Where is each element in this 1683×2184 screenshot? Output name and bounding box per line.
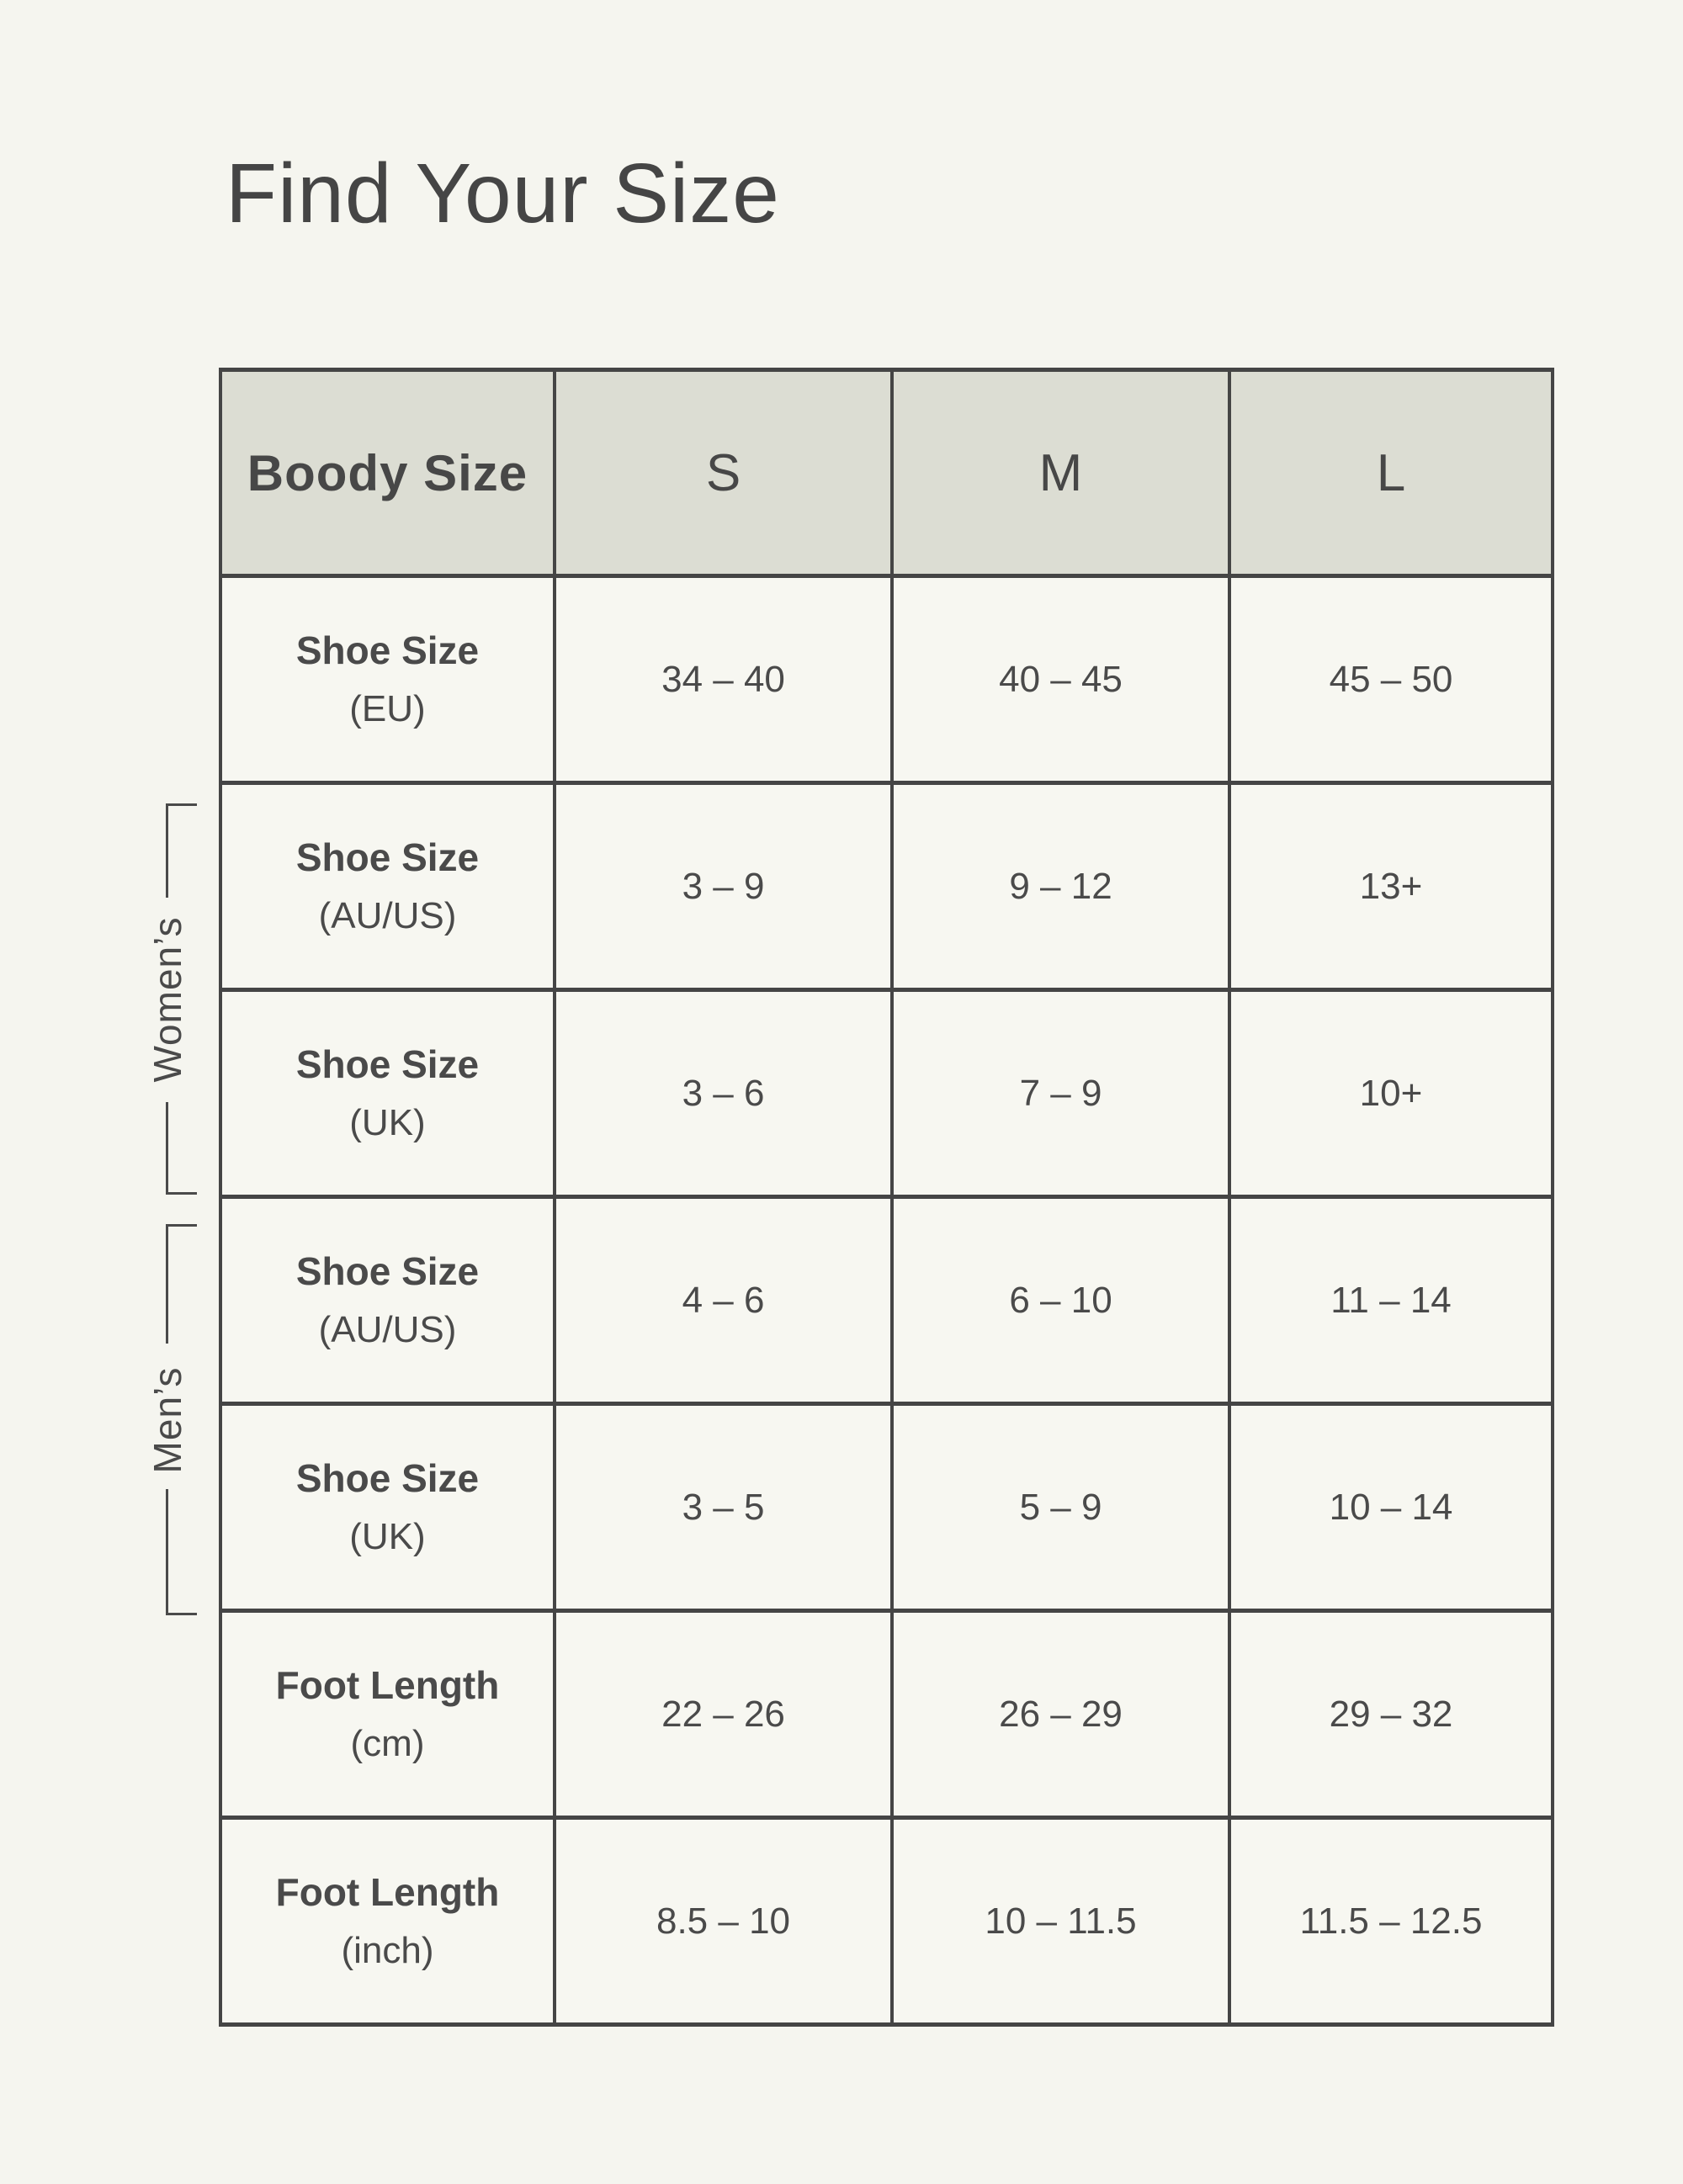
cell-value: 3 – 5 [553, 1402, 894, 1613]
row-header: Foot Length (cm) [219, 1609, 556, 1820]
cell-value: 10 – 11.5 [890, 1816, 1231, 2027]
page-title: Find Your Size [226, 146, 780, 241]
cell-value: 34 – 40 [553, 574, 894, 785]
row-label: Foot Length [275, 1869, 500, 1914]
row-unit: (UK) [349, 1516, 426, 1558]
womens-group-label: Women’s [146, 915, 189, 1083]
row-unit: (EU) [349, 688, 426, 730]
row-label: Foot Length [275, 1662, 500, 1707]
table-row-foot-length-inch: Foot Length (inch) 8.5 – 10 10 – 11.5 11… [219, 1816, 1554, 2027]
table-row-shoe-size-eu: Shoe Size (EU) 34 – 40 40 – 45 45 – 50 [219, 574, 1554, 785]
table-row-mens-shoe-size-uk: Shoe Size (UK) 3 – 5 5 – 9 10 – 14 [219, 1402, 1554, 1613]
table-row-foot-length-cm: Foot Length (cm) 22 – 26 26 – 29 29 – 32 [219, 1609, 1554, 1820]
row-unit: (AU/US) [318, 895, 457, 937]
header-row: Boody Size S M L [219, 368, 1554, 578]
row-unit: (UK) [349, 1102, 426, 1144]
mens-bracket-line-top [166, 1224, 168, 1344]
cell-value: 11 – 14 [1228, 1195, 1554, 1406]
mens-group-bracket: Men’s [146, 1224, 199, 1615]
cell-value: 45 – 50 [1228, 574, 1554, 785]
table-row-womens-shoe-size-auus: Shoe Size (AU/US) 3 – 9 9 – 12 13+ [219, 781, 1554, 992]
row-header: Shoe Size (EU) [219, 574, 556, 785]
cell-value: 13+ [1228, 781, 1554, 992]
cell-value: 10+ [1228, 988, 1554, 1199]
row-header: Foot Length (inch) [219, 1816, 556, 2027]
size-chart-table: Boody Size S M L Shoe Size (EU) 34 – 40 … [219, 368, 1554, 2027]
mens-bracket-top-tick [166, 1224, 197, 1227]
mens-group-label: Men’s [146, 1366, 189, 1473]
row-label: Shoe Size [295, 1455, 480, 1500]
row-unit: (AU/US) [318, 1309, 457, 1351]
cell-value: 26 – 29 [890, 1609, 1231, 1820]
cell-value: 5 – 9 [890, 1402, 1231, 1613]
cell-value: 9 – 12 [890, 781, 1231, 992]
header-size-m: M [890, 368, 1231, 578]
cell-value: 7 – 9 [890, 988, 1231, 1199]
table-row-womens-shoe-size-uk: Shoe Size (UK) 3 – 6 7 – 9 10+ [219, 988, 1554, 1199]
cell-value: 40 – 45 [890, 574, 1231, 785]
row-label: Shoe Size [295, 1042, 480, 1086]
cell-value: 3 – 9 [553, 781, 894, 992]
row-header: Shoe Size (UK) [219, 1402, 556, 1613]
row-unit: (inch) [341, 1930, 434, 1972]
header-size-l: L [1228, 368, 1554, 578]
womens-group-bracket: Women’s [146, 803, 199, 1195]
mens-bracket-line-bottom [166, 1489, 168, 1615]
cell-value: 29 – 32 [1228, 1609, 1554, 1820]
womens-bracket-top-tick [166, 803, 197, 806]
cell-value: 3 – 6 [553, 988, 894, 1199]
mens-bracket-bottom-tick [166, 1613, 197, 1615]
cell-value: 22 – 26 [553, 1609, 894, 1820]
cell-value: 8.5 – 10 [553, 1816, 894, 2027]
row-header: Shoe Size (AU/US) [219, 781, 556, 992]
header-boody-size: Boody Size [219, 368, 556, 578]
row-unit: (cm) [350, 1723, 425, 1765]
cell-value: 4 – 6 [553, 1195, 894, 1406]
row-label: Shoe Size [295, 1248, 480, 1293]
womens-bracket-line-bottom [166, 1102, 168, 1195]
cell-value: 11.5 – 12.5 [1228, 1816, 1554, 2027]
womens-bracket-line-top [166, 803, 168, 898]
cell-value: 6 – 10 [890, 1195, 1231, 1406]
table-row-mens-shoe-size-auus: Shoe Size (AU/US) 4 – 6 6 – 10 11 – 14 [219, 1195, 1554, 1406]
row-label: Shoe Size [295, 835, 480, 879]
womens-bracket-bottom-tick [166, 1192, 197, 1195]
row-header: Shoe Size (UK) [219, 988, 556, 1199]
cell-value: 10 – 14 [1228, 1402, 1554, 1613]
row-header: Shoe Size (AU/US) [219, 1195, 556, 1406]
row-label: Shoe Size [295, 628, 480, 672]
header-size-s: S [553, 368, 894, 578]
